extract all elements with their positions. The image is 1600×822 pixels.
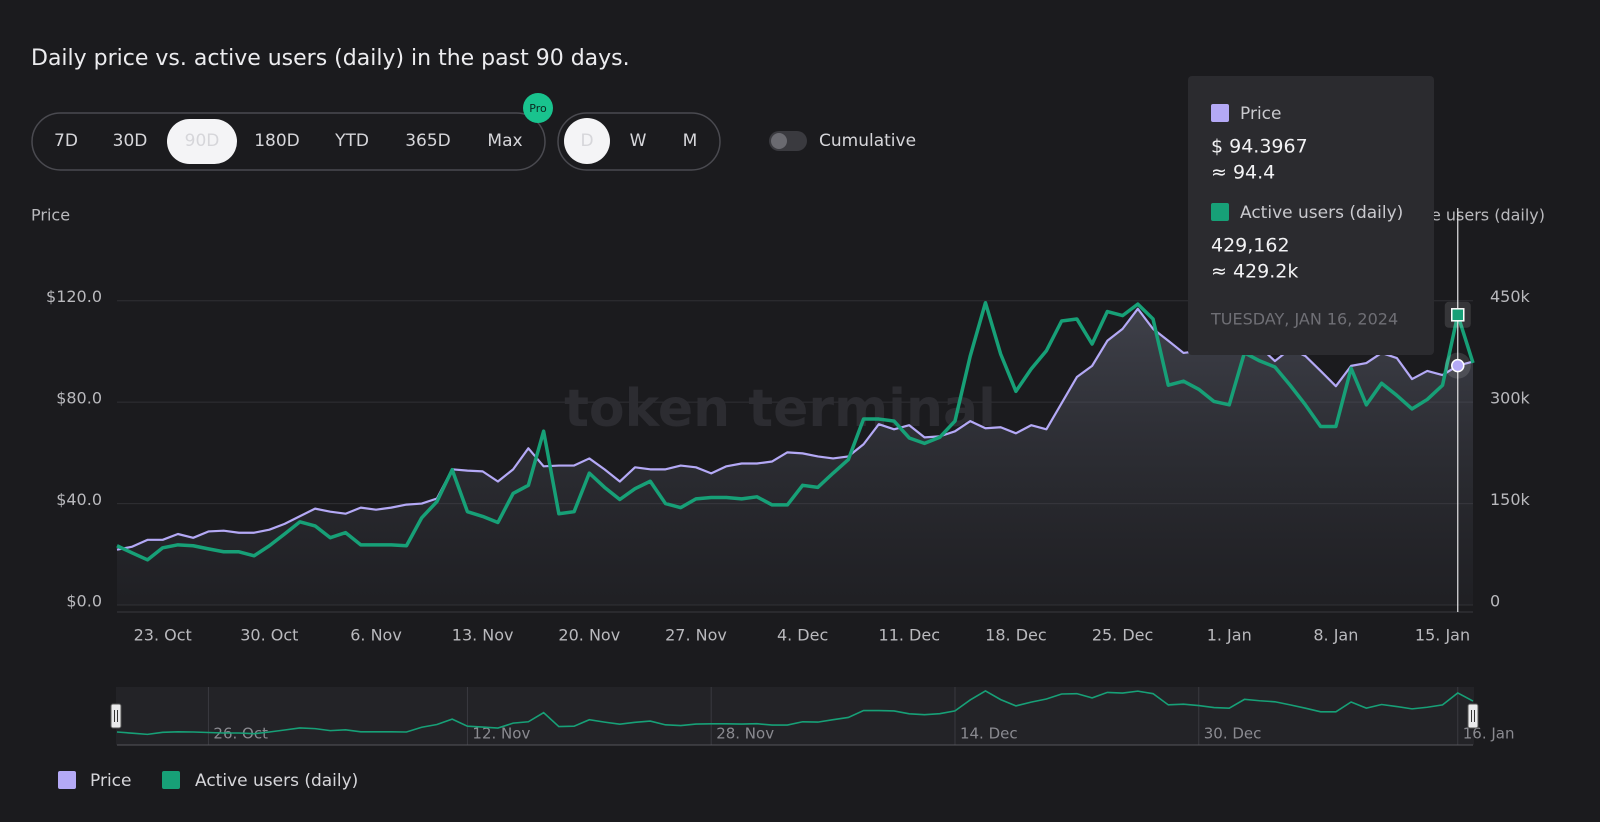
- tooltip-swatch: [1211, 104, 1229, 122]
- y-tick-label: $40.0: [56, 490, 102, 509]
- pro-badge-label: Pro: [529, 102, 547, 115]
- x-tick-label: 30. Oct: [240, 626, 298, 645]
- controls: 7D 30D 90D 180D YTD 365D Max Pro D W M Cumulative: [54, 93, 916, 164]
- x-tick-label: 13. Nov: [452, 626, 514, 645]
- navigator-label: 14. Dec: [960, 725, 1018, 743]
- navigator-handle[interactable]: [110, 703, 122, 729]
- watermark: token terminal: [564, 379, 996, 439]
- x-tick-label: 8. Jan: [1313, 626, 1358, 645]
- range-button[interactable]: YTD: [334, 131, 369, 151]
- hover-marker: [1451, 358, 1465, 373]
- tooltip-series-name: Active users (daily): [1240, 203, 1403, 223]
- x-tick-label: 23. Oct: [134, 626, 192, 645]
- range-button[interactable]: 30D: [113, 131, 148, 151]
- y-axis-title: Price: [31, 206, 70, 225]
- range-button[interactable]: 90D: [185, 131, 220, 151]
- x-tick-label: 18. Dec: [985, 626, 1047, 645]
- navigator-handle[interactable]: [1467, 703, 1479, 729]
- y-tick-label: $120.0: [46, 287, 102, 306]
- range-button-active[interactable]: [167, 119, 237, 164]
- toggle-knob[interactable]: [771, 133, 787, 149]
- pro-badge: [523, 93, 553, 123]
- tooltip-series-name: Price: [1240, 104, 1281, 124]
- plot: token terminal Price Active users (daily): [58, 300, 1475, 791]
- y2-tick-label: 450k: [1490, 287, 1531, 306]
- x-tick-label: 6. Nov: [350, 626, 402, 645]
- navigator-label: 28. Nov: [716, 725, 774, 743]
- y-tick-label: $80.0: [56, 389, 102, 408]
- granularity-button[interactable]: W: [630, 131, 647, 151]
- hover-marker: [1451, 308, 1465, 322]
- y2-tick-label: 0: [1490, 592, 1500, 611]
- navigator-label: 30. Dec: [1204, 725, 1262, 743]
- x-tick-label: 27. Nov: [665, 626, 727, 645]
- navigator-background: [116, 687, 1474, 745]
- legend-label[interactable]: Price: [90, 771, 131, 791]
- navigator-label: 16. Jan: [1463, 725, 1515, 743]
- granularity-group: [557, 112, 721, 171]
- legend-swatch: [162, 771, 180, 789]
- chart-title: Daily price vs. active users (daily) in …: [31, 46, 630, 71]
- tooltip-value: $ 94.3967: [1211, 136, 1308, 158]
- range-group: [31, 112, 546, 171]
- tooltip-approx: ≈ 94.4: [1211, 162, 1275, 184]
- granularity-button[interactable]: D: [580, 131, 593, 151]
- y2-tick-label: 300k: [1490, 389, 1531, 408]
- tooltip-date: TUESDAY, JAN 16, 2024: [1210, 310, 1398, 329]
- toggle-label: Cumulative: [819, 131, 916, 151]
- x-tick-label: 4. Dec: [777, 626, 828, 645]
- tooltip-swatch: [1211, 203, 1229, 221]
- range-button[interactable]: Max: [487, 131, 522, 151]
- legend-swatch: [58, 771, 76, 789]
- tooltip-box: [1188, 76, 1434, 355]
- navigator-line: [116, 689, 1474, 736]
- tooltip-approx: ≈ 429.2k: [1211, 261, 1298, 283]
- tooltip-value: 429,162: [1211, 235, 1290, 257]
- granularity-button[interactable]: M: [683, 131, 698, 151]
- range-button[interactable]: 7D: [54, 131, 78, 151]
- range-button[interactable]: 365D: [405, 131, 451, 151]
- series-area: [117, 308, 1473, 605]
- x-tick-label: 20. Nov: [558, 626, 620, 645]
- x-tick-label: 11. Dec: [879, 626, 941, 645]
- range-button[interactable]: 180D: [254, 131, 300, 151]
- navigator: 26. Oct 12. Nov 28. Nov 14. Dec 30. Dec 16. J…: [110, 687, 1515, 746]
- x-tick-label: 25. Dec: [1092, 626, 1154, 645]
- navigator-label: 12. Nov: [472, 725, 530, 743]
- x-tick-label: 15. Jan: [1415, 626, 1470, 645]
- x-tick-label: 1. Jan: [1207, 626, 1252, 645]
- tooltip: Price $ 94.3967 ≈ 94.4 Active users (daily)…: [1188, 76, 1471, 612]
- y2-tick-label: 150k: [1490, 490, 1531, 509]
- y-tick-label: $0.0: [66, 592, 102, 611]
- legend-label[interactable]: Active users (daily): [195, 771, 358, 791]
- granularity-button-active[interactable]: [564, 118, 610, 164]
